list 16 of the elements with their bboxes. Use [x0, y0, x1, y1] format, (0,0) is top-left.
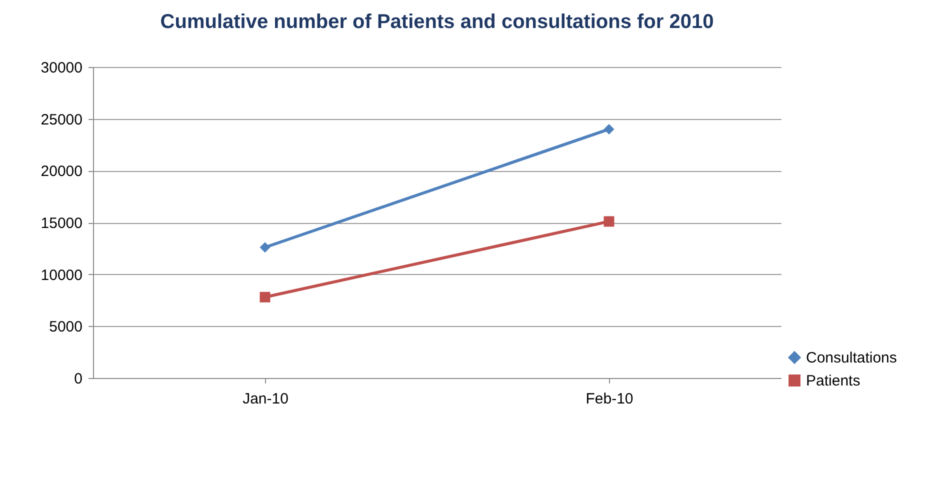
point — [260, 242, 270, 253]
y-tick-label: 15000 — [40, 215, 82, 232]
legend-label: Consultations — [806, 350, 897, 366]
point — [604, 216, 614, 227]
y-tick-label: 30000 — [40, 60, 82, 76]
y-tick-label: 5000 — [49, 318, 82, 336]
x-tick-label: Jan-10 — [242, 390, 288, 408]
y-tick-label: 25000 — [40, 111, 82, 128]
legend-label: Patients — [806, 372, 860, 390]
point — [260, 292, 270, 302]
chart-title: Cumulative number of Patients and consultations for 2010 — [160, 11, 714, 33]
point — [604, 124, 614, 134]
x-tick-label: Feb-10 — [586, 390, 634, 408]
y-tick-label: 0 — [74, 370, 82, 388]
y-tick-label: 20000 — [40, 163, 82, 180]
y-tick-label: 10000 — [40, 266, 82, 284]
